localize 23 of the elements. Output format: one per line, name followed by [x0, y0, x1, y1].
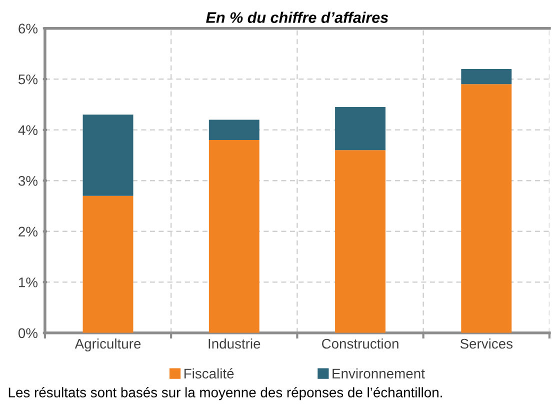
y-tick-label: 4%	[18, 125, 38, 135]
x-tick-label: Services	[460, 338, 513, 349]
bar	[461, 68, 512, 84]
bar	[82, 114, 134, 196]
y-tick-label: 1%	[18, 278, 38, 288]
x-tick-label: Agriculture	[74, 338, 141, 352]
legend-label: Environnement	[332, 368, 425, 379]
y-tick-label: 5%	[18, 74, 38, 84]
y-tick-label: 3%	[18, 176, 38, 186]
y-tick-label: 6%	[18, 24, 38, 34]
y-tick-label: 2%	[18, 226, 38, 237]
bar	[82, 196, 134, 333]
x-tick-label: Construction	[322, 338, 398, 349]
bar	[461, 84, 512, 333]
bar	[208, 140, 260, 333]
bar	[208, 120, 260, 140]
x-tick-label: Industrie	[208, 338, 260, 349]
bar	[335, 150, 386, 333]
chart-title: En % du chiffre d’affaires	[206, 12, 388, 23]
text: Les résultats sont basés sur la moyenne des réponses de l’échantillon.	[8, 387, 442, 400]
y-tick-label: 0%	[18, 328, 38, 338]
legend-label: Fiscalité	[184, 368, 234, 379]
bar	[335, 107, 386, 150]
